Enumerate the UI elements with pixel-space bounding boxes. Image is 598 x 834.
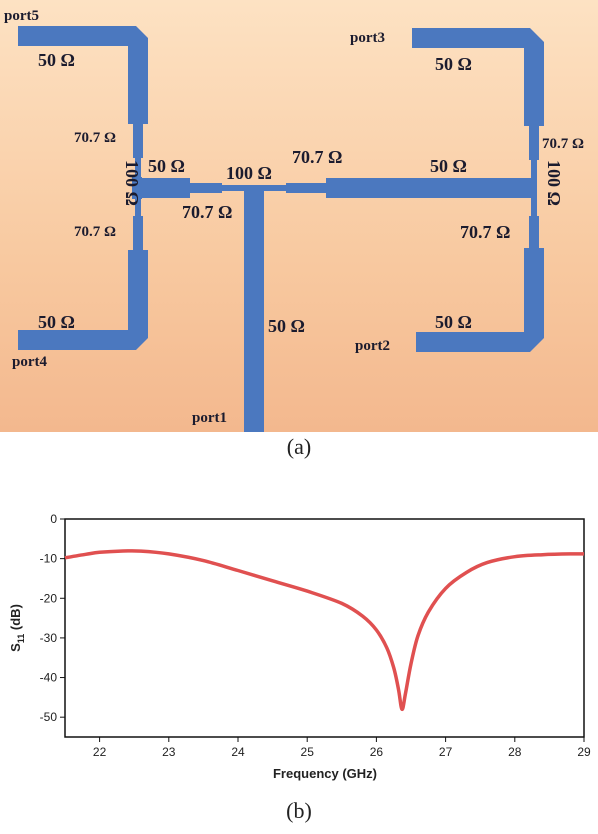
label-port1: port1 (192, 410, 227, 426)
x-tick-label: 28 (508, 745, 522, 759)
trace-port3-50ohm (412, 28, 544, 126)
x-tick-label: 26 (370, 745, 384, 759)
x-axis: 22 23 24 25 26 27 28 29 (93, 737, 591, 759)
y-axis-title-main: S (8, 643, 23, 652)
trace-left-50ohm (140, 178, 190, 198)
y-tick-label: -40 (40, 671, 58, 685)
s11-series-line (64, 549, 585, 712)
trace-port3-70ohm (529, 124, 539, 160)
trace-port2-50ohm (416, 248, 544, 352)
x-tick-label: 22 (93, 745, 107, 759)
y-axis-title-unit: (dB) (8, 604, 23, 634)
layout-diagram: port5 port3 port4 port2 port1 50 Ω 50 Ω … (4, 8, 584, 432)
label-100ohm-left: 100 Ω (122, 160, 142, 206)
x-axis-title: Frequency (GHz) (273, 766, 377, 781)
power-divider-layout: port5 port3 port4 port2 port1 50 Ω 50 Ω … (0, 0, 598, 432)
s11-chart: 0 -10 -20 -30 -40 -50 22 23 24 25 26 27 28 29 Freque… (8, 512, 591, 781)
label-100ohm-center: 100 Ω (226, 163, 272, 183)
y-tick-label: -30 (40, 631, 58, 645)
trace-center-100ohm (220, 185, 288, 191)
trace-port4-50ohm (18, 250, 148, 350)
label-70ohm-port3: 70.7 Ω (542, 136, 584, 152)
trace-left-70ohm (188, 183, 222, 193)
x-tick-label: 23 (162, 745, 176, 759)
label-port5: port5 (4, 8, 39, 24)
label-70ohm-port4: 70.7 Ω (74, 224, 116, 240)
label-50ohm-port5: 50 Ω (38, 50, 75, 70)
label-50ohm-port2: 50 Ω (435, 312, 472, 332)
label-70ohm-port2: 70.7 Ω (460, 222, 510, 242)
trace-port1-50ohm (244, 187, 264, 432)
trace-right-70ohm (286, 183, 328, 193)
caption-b: (b) (286, 798, 312, 823)
plot-frame (64, 518, 585, 738)
y-tick-label: -20 (40, 591, 58, 605)
label-50ohm-port3: 50 Ω (435, 54, 472, 74)
trace-port4-70ohm (133, 216, 143, 252)
trace-port5-70ohm (133, 122, 143, 158)
y-tick-label: -10 (40, 552, 58, 566)
trace-right-100ohm (531, 158, 537, 218)
trace-port5-50ohm (18, 26, 148, 124)
x-tick-label: 24 (231, 745, 245, 759)
y-axis-title-sub: 11 (16, 634, 26, 644)
trace-right-50ohm (326, 178, 534, 198)
x-tick-label: 27 (439, 745, 453, 759)
label-port4: port4 (12, 354, 47, 370)
label-50ohm-left: 50 Ω (148, 156, 185, 176)
x-tick-label: 25 (301, 745, 315, 759)
y-tick-label: 0 (50, 512, 57, 526)
label-port2: port2 (355, 338, 390, 354)
x-tick-label: 29 (577, 745, 591, 759)
label-100ohm-right: 100 Ω (544, 160, 564, 206)
caption-a: (a) (286, 434, 312, 459)
label-port3: port3 (350, 30, 385, 46)
label-50ohm-port4: 50 Ω (38, 312, 75, 332)
y-axis-title: S11 (dB) (8, 604, 26, 652)
label-70ohm-port5: 70.7 Ω (74, 130, 116, 146)
label-50ohm-right: 50 Ω (430, 156, 467, 176)
trace-port2-70ohm (529, 216, 539, 250)
label-70ohm-right: 70.7 Ω (292, 147, 342, 167)
y-tick-label: -50 (40, 710, 58, 724)
y-axis: 0 -10 -20 -30 -40 -50 (40, 512, 65, 724)
label-50ohm-port1: 50 Ω (268, 316, 305, 336)
trace-left-100ohm (135, 156, 141, 218)
label-70ohm-left: 70.7 Ω (182, 202, 232, 222)
